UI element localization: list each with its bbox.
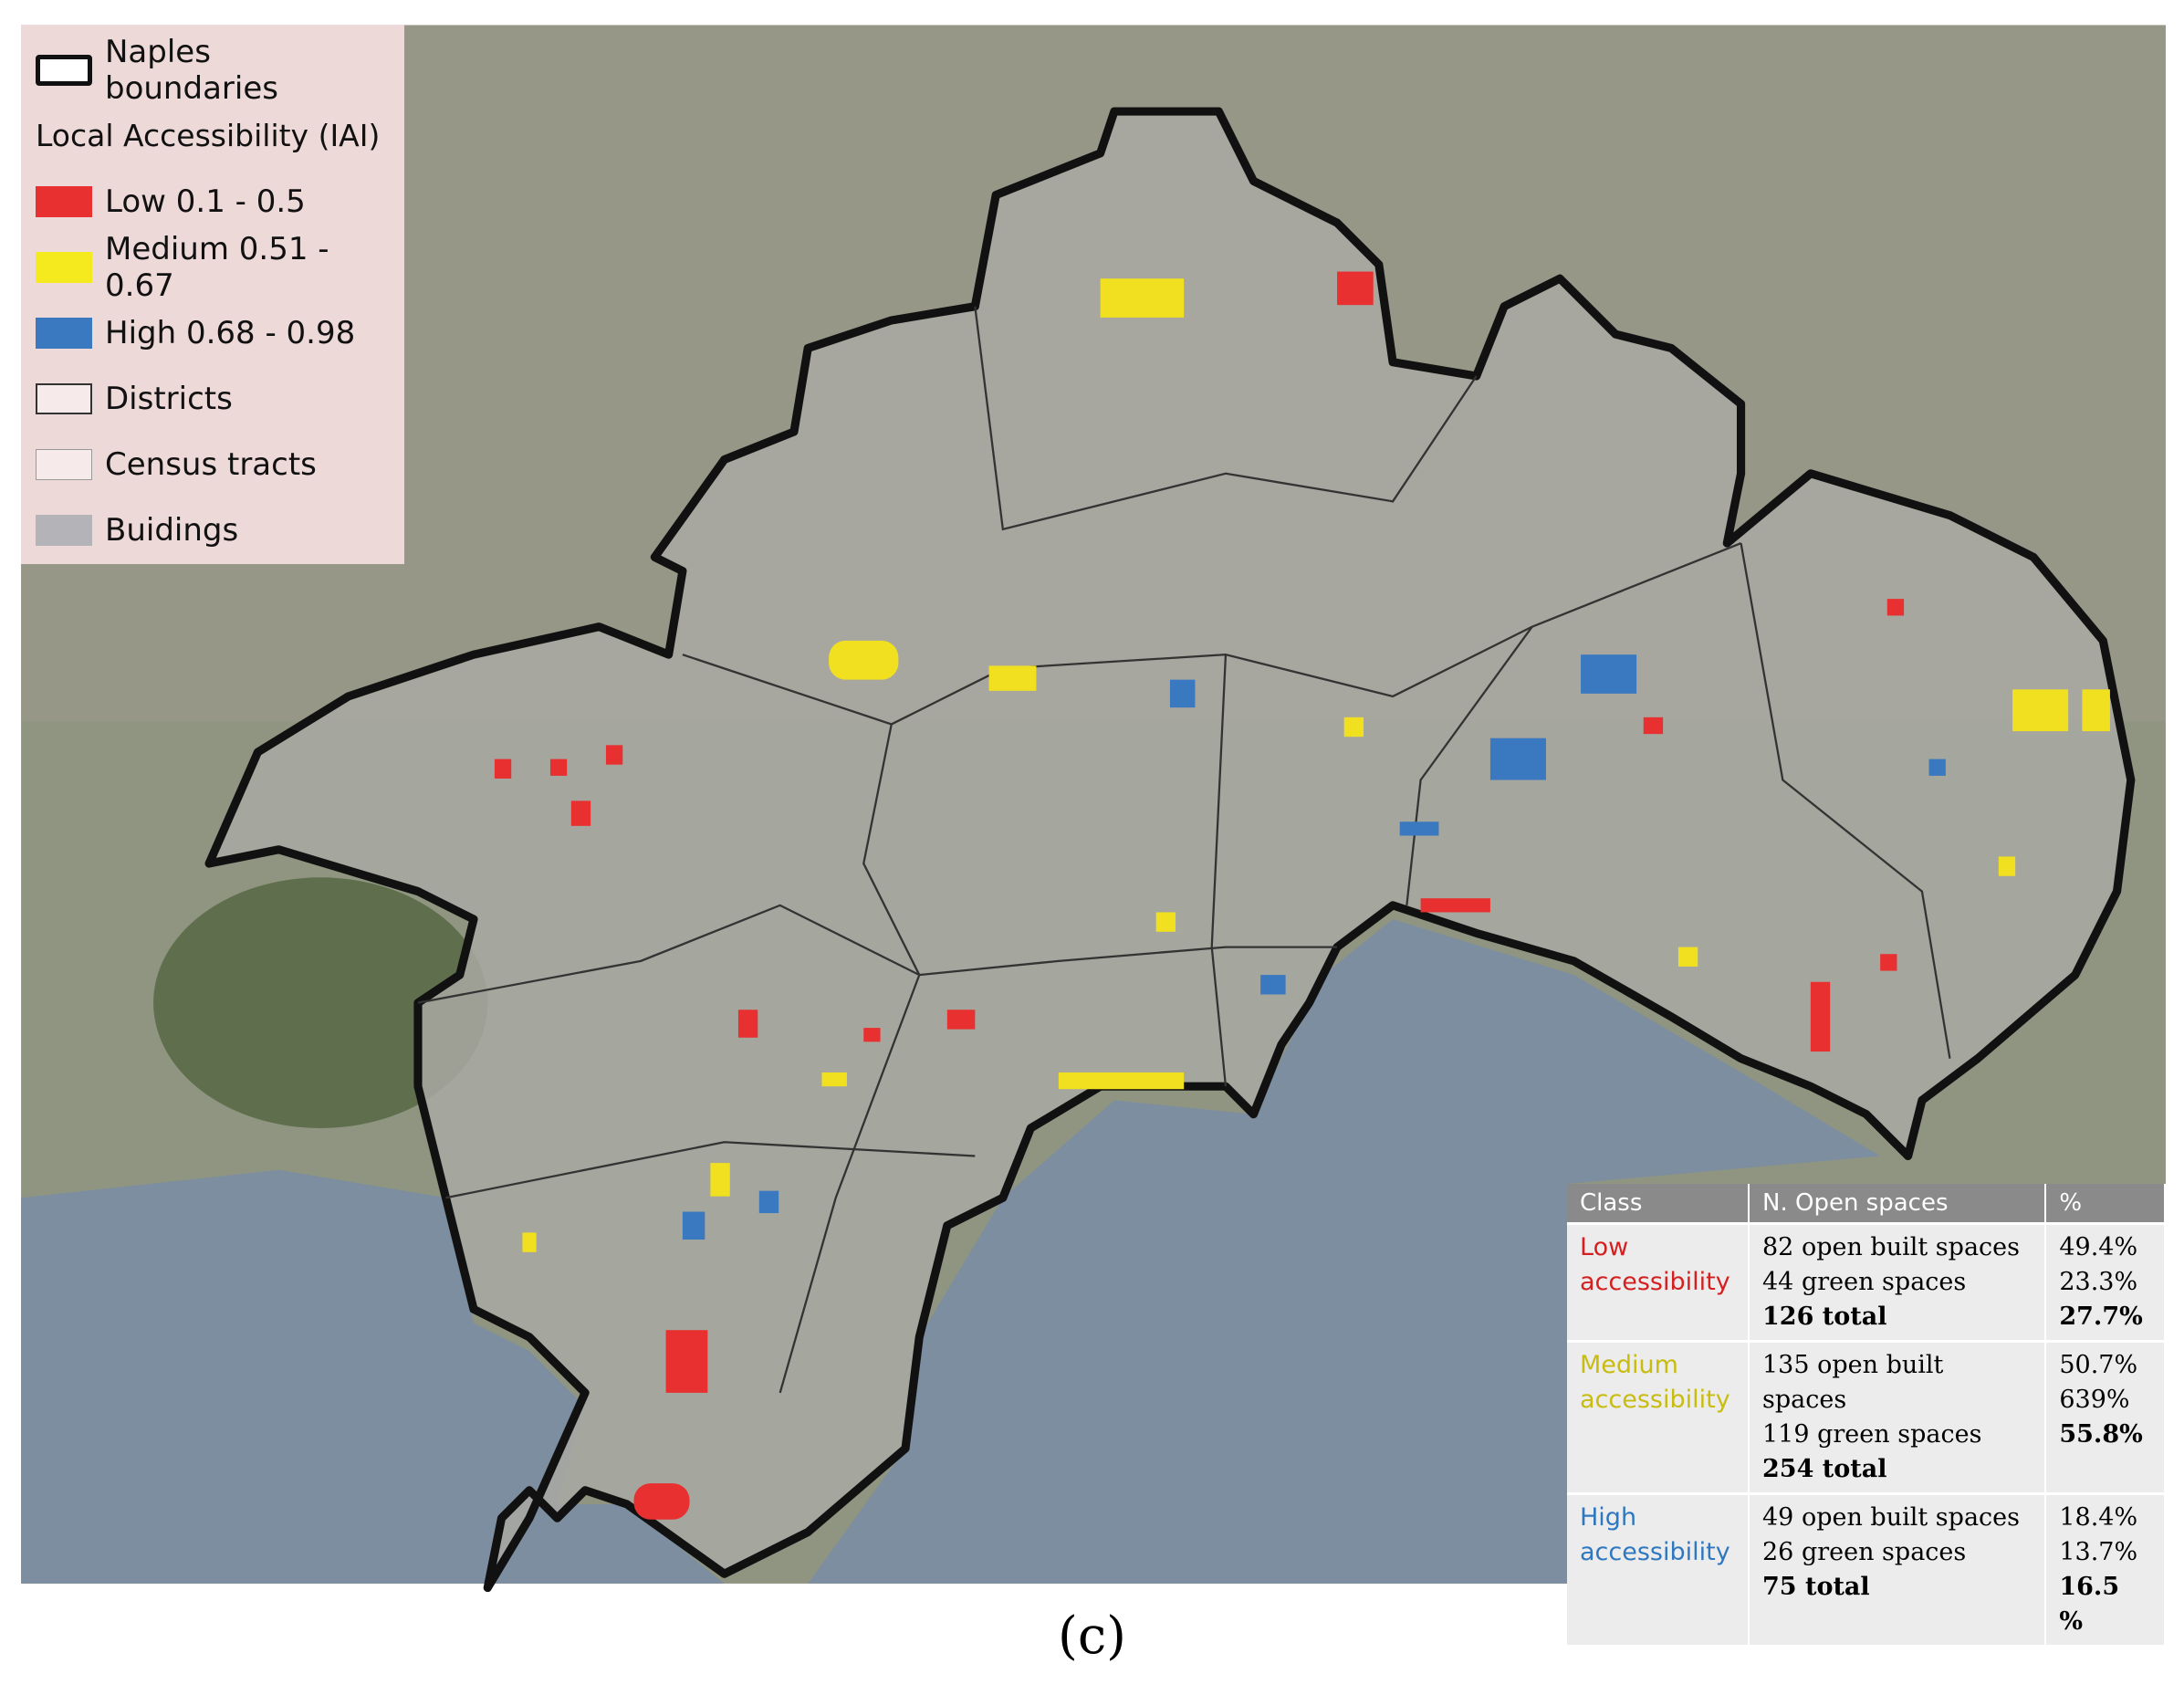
summary-table: Class N. Open spaces % Low accessibility… [1567, 1184, 2166, 1645]
count-line: 126 total [1762, 1303, 1887, 1331]
count-line: 75 total [1762, 1573, 1870, 1601]
percent-line: 13.7% [2059, 1538, 2138, 1566]
legend-label: Buidings [105, 512, 239, 549]
percent-cell: 18.4% 13.7% 16.5 % [2045, 1492, 2166, 1645]
legend-label: Districts [105, 381, 233, 417]
table-header: Class N. Open spaces % [1567, 1184, 2166, 1224]
legend-swatch [36, 515, 92, 546]
legend-item: High 0.68 - 0.98 [36, 300, 390, 366]
count-line: 119 green spaces [1762, 1420, 1982, 1449]
count-line: 135 open built spaces [1762, 1351, 1944, 1414]
caption: (c) [1057, 1606, 1127, 1666]
table-row: Low accessibility 82 open built spaces 44 … [1567, 1222, 2166, 1342]
count-line: 44 green spaces [1762, 1268, 1967, 1296]
legend-swatch [36, 383, 92, 414]
legend-item: Naples boundaries [36, 34, 390, 107]
legend-label: Naples boundaries [105, 34, 278, 107]
legend: Naples boundaries Local Accessibility (I… [21, 25, 404, 564]
percent-line: 49.4% [2059, 1233, 2138, 1261]
legend-label: Medium 0.51 - 0.67 [105, 231, 329, 304]
class-cell: Low accessibility [1567, 1222, 1750, 1342]
legend-item: Low 0.1 - 0.5 [36, 169, 390, 235]
legend-swatch [36, 252, 92, 283]
open-spaces [494, 271, 2110, 1520]
count-line: 49 open built spaces [1762, 1503, 2020, 1532]
table-row: Medium accessibility 135 open built space… [1567, 1340, 2166, 1494]
legend-item: Districts [36, 366, 390, 432]
class-cell: High accessibility [1567, 1492, 1750, 1645]
header-cell: % [2045, 1184, 2166, 1224]
percent-line: 55.8% [2059, 1420, 2143, 1449]
table-body: Low accessibility 82 open built spaces 44 … [1567, 1222, 2166, 1645]
header-cell: N. Open spaces [1749, 1184, 2047, 1224]
vegetation [153, 877, 488, 1128]
percent-cell: 50.7% 639% 55.8% [2045, 1340, 2166, 1494]
legend-swatch [36, 186, 92, 217]
percent-line: 23.3% [2059, 1268, 2138, 1296]
count-line: 254 total [1762, 1455, 1887, 1483]
legend-label: High 0.68 - 0.98 [105, 315, 356, 351]
percent-cell: 49.4% 23.3% 27.7% [2045, 1222, 2166, 1342]
counts-cell: 82 open built spaces 44 green spaces 126 t… [1749, 1222, 2047, 1342]
table-row: High accessibility 49 open built spaces 26… [1567, 1492, 2166, 1645]
legend-title: Local Accessibility (IAI) [36, 118, 381, 153]
sea [21, 919, 1881, 1584]
percent-line: 27.7% [2059, 1303, 2143, 1331]
counts-cell: 135 open built spaces 119 green spaces 254… [1749, 1340, 2047, 1494]
legend-item: Buidings [36, 497, 390, 563]
percent-line: 16.5 % [2059, 1573, 2120, 1636]
class-cell: Medium accessibility [1567, 1340, 1750, 1494]
header-cell: Class [1567, 1184, 1750, 1224]
legend-label: Census tracts [105, 446, 317, 483]
percent-line: 50.7% [2059, 1351, 2138, 1379]
count-line: 82 open built spaces [1762, 1233, 2020, 1261]
legend-swatch [36, 55, 92, 86]
legend-item: Census tracts [36, 432, 390, 497]
legend-swatch [36, 449, 92, 480]
percent-line: 639% [2059, 1386, 2130, 1414]
counts-cell: 49 open built spaces 26 green spaces 75 to… [1749, 1492, 2047, 1645]
percent-line: 18.4% [2059, 1503, 2138, 1532]
legend-label: Low 0.1 - 0.5 [105, 183, 306, 220]
legend-swatch [36, 318, 92, 349]
legend-item: Medium 0.51 - 0.67 [36, 231, 390, 304]
count-line: 26 green spaces [1762, 1538, 1967, 1566]
districts [417, 306, 1951, 1394]
